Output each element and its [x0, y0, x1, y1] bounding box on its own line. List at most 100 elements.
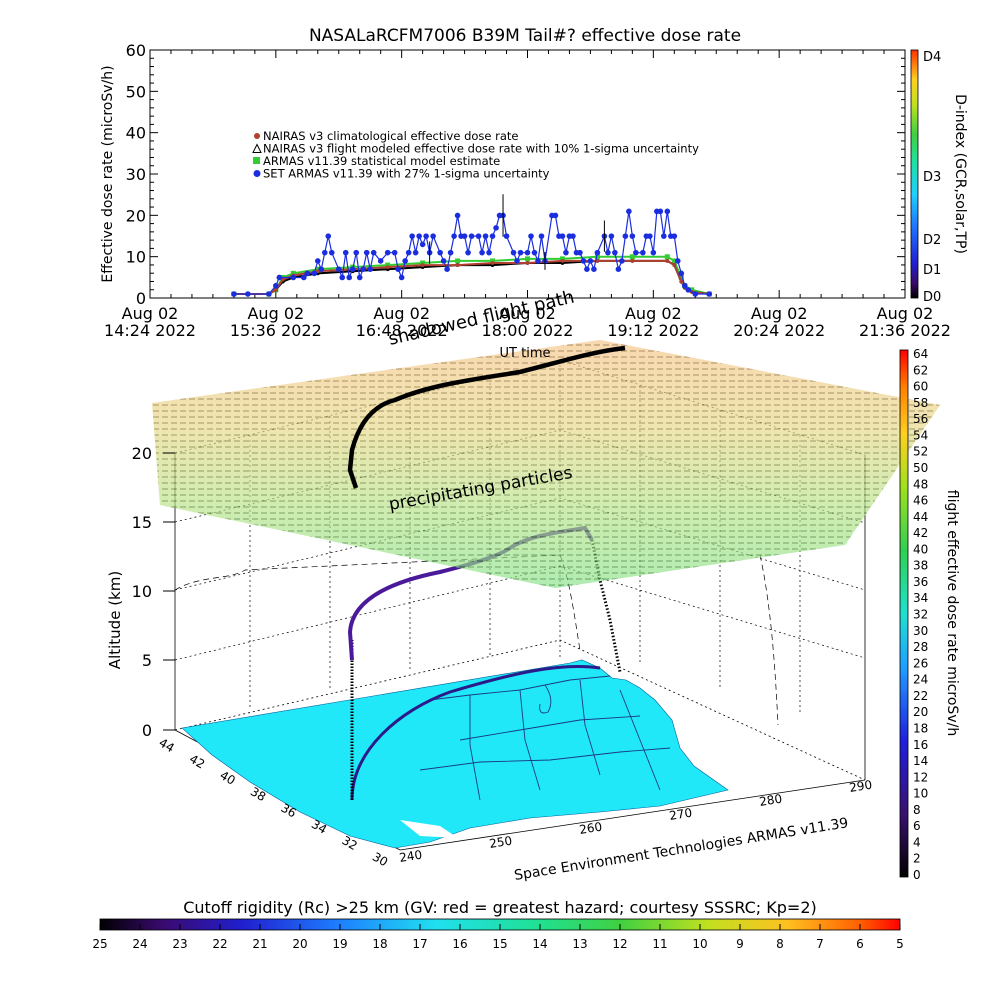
data-point	[678, 270, 685, 277]
dose-tick-label: 20	[913, 705, 928, 719]
rc-tick-label: 6	[856, 937, 864, 951]
data-point	[419, 241, 426, 248]
x-tick-time: 20:24 2022	[733, 321, 825, 340]
data-point	[584, 266, 590, 273]
x-tick-time: 21:36 2022	[859, 321, 951, 340]
rc-tick-label: 9	[736, 937, 744, 951]
data-point	[325, 233, 332, 239]
data-point	[552, 212, 559, 219]
rc-tick-label: 8	[776, 937, 784, 951]
dose-tick-label: 58	[913, 396, 928, 410]
data-point	[290, 274, 297, 281]
flight-path	[347, 345, 626, 489]
data-point	[290, 270, 296, 276]
data-point	[626, 208, 632, 215]
data-point	[493, 225, 499, 231]
dose-tick-label: 34	[913, 591, 928, 605]
rc-tick-label: 12	[612, 937, 627, 951]
x-tick-date: Aug 02	[247, 304, 304, 323]
dose-colorbar-label: flight effective dose rate microSv/h	[944, 490, 960, 736]
rc-tick-label: 10	[692, 937, 707, 951]
data-point	[675, 258, 681, 264]
data-point	[304, 270, 311, 277]
dose-tick-label: 38	[913, 559, 928, 573]
data-point	[525, 261, 530, 265]
data-point	[489, 233, 496, 239]
dose-tick-label: 62	[913, 363, 928, 377]
data-point	[490, 261, 495, 265]
y-tick-label: 50	[126, 82, 146, 101]
longitude-ticks: 240 250 260 270 280 290	[398, 778, 873, 865]
data-point	[665, 259, 670, 263]
data-point	[517, 249, 524, 256]
y-tick-label: 20	[126, 206, 146, 225]
dose-tick-label: 56	[913, 412, 928, 426]
data-point	[661, 233, 667, 239]
dose-tick-label: 52	[913, 445, 928, 459]
data-point	[671, 258, 677, 264]
rc-tick-label: 5	[896, 937, 904, 951]
data-point	[535, 258, 541, 264]
legend-marker	[253, 170, 261, 177]
y-tick-label: 30	[126, 165, 146, 184]
rc-tick-label: 14	[532, 937, 547, 951]
data-point	[402, 258, 408, 264]
rc-tick-label: 23	[172, 937, 187, 951]
data-point	[524, 249, 531, 256]
flight-3d-panel: shadowed flight path precipitating parti…	[106, 287, 960, 884]
annotation-ut-time: UT time	[500, 346, 551, 361]
data-point	[608, 233, 615, 239]
data-point	[482, 233, 489, 239]
map-gap	[400, 820, 458, 838]
data-point	[370, 249, 377, 256]
data-point	[671, 233, 678, 239]
y-axis-label: Effective dose rate (microSv/h)	[100, 65, 116, 282]
data-point	[363, 249, 370, 256]
rc-tick-label: 21	[252, 937, 267, 951]
data-point	[594, 254, 600, 260]
x-tick-time: 19:12 2022	[607, 321, 699, 340]
data-point	[231, 291, 237, 297]
dose-tick-label: 46	[913, 494, 928, 508]
x-tick-date: Aug 02	[373, 304, 430, 323]
data-point	[591, 266, 597, 273]
data-point	[444, 266, 450, 273]
data-point	[276, 274, 283, 281]
longitude-tick-label: 250	[488, 834, 513, 851]
data-point	[486, 249, 492, 256]
particle-dose-sheet-texture	[152, 340, 940, 588]
data-point	[510, 249, 517, 256]
d-index-tick-label: D0	[923, 290, 941, 305]
data-point	[430, 233, 436, 239]
rc-tick-label: 16	[452, 937, 467, 951]
data-point	[423, 233, 429, 239]
altitude-ticks: 0 5 10 15 20	[132, 444, 175, 740]
data-point	[679, 279, 684, 284]
y-tick-label: 0	[136, 289, 146, 308]
latitude-tick-label: 32	[340, 833, 360, 853]
data-point	[678, 274, 684, 280]
rc-tick-label: 15	[492, 937, 507, 951]
dose-tick-label: 22	[913, 689, 928, 703]
rc-tick-label: 13	[572, 937, 587, 951]
data-point	[692, 291, 699, 297]
longitude-tick-label: 270	[668, 806, 693, 823]
d-index-tick-label: D4	[923, 50, 941, 65]
legend-entry: ARMAS v11.39 statistical model estimate	[263, 154, 500, 168]
data-point	[328, 249, 335, 256]
data-point	[538, 233, 545, 239]
legend-marker	[254, 133, 260, 139]
d-index-tick-label: D2	[923, 233, 941, 248]
data-point	[664, 208, 671, 215]
data-point	[356, 274, 363, 281]
data-point	[440, 258, 447, 264]
data-point	[633, 249, 639, 256]
series-group	[231, 194, 713, 297]
data-point	[503, 233, 510, 239]
latitude-tick-label: 42	[187, 752, 207, 772]
altitude-tick-label: 5	[142, 651, 152, 670]
dashed-projection	[174, 554, 561, 591]
dose-tick-label: 36	[913, 575, 928, 589]
data-point	[395, 266, 401, 273]
d-index-tick-label: D1	[923, 263, 941, 278]
